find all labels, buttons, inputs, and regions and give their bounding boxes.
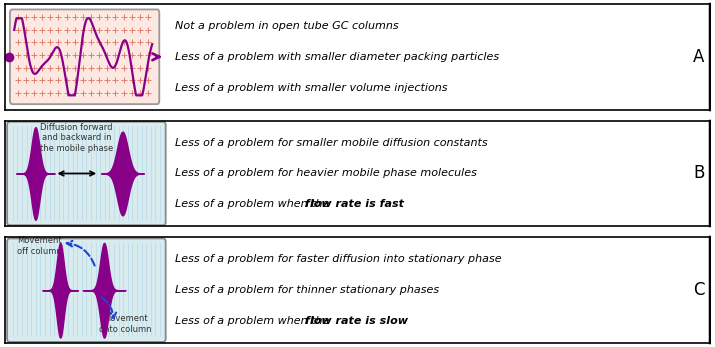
Text: flow rate is slow: flow rate is slow: [305, 316, 408, 326]
Text: Movement
onto column: Movement onto column: [99, 314, 152, 334]
Text: Less of a problem for faster diffusion into stationary phase: Less of a problem for faster diffusion i…: [175, 254, 501, 264]
Text: Not a problem in open tube GC columns: Not a problem in open tube GC columns: [175, 21, 398, 31]
Text: B: B: [693, 164, 704, 183]
Text: Less of a problem for heavier mobile phase molecules: Less of a problem for heavier mobile pha…: [175, 169, 477, 178]
Text: flow rate is fast: flow rate is fast: [305, 199, 404, 209]
Text: Less of a problem with smaller volume injections: Less of a problem with smaller volume in…: [175, 83, 448, 93]
Text: Less of a problem when the: Less of a problem when the: [175, 199, 332, 209]
Text: C: C: [693, 281, 704, 299]
FancyBboxPatch shape: [7, 238, 166, 342]
Text: Less of a problem for smaller mobile diffusion constants: Less of a problem for smaller mobile dif…: [175, 138, 488, 148]
Text: Movement
off column: Movement off column: [16, 236, 61, 256]
Text: Less of a problem with smaller diameter packing particles: Less of a problem with smaller diameter …: [175, 52, 499, 62]
Text: A: A: [693, 48, 704, 66]
FancyBboxPatch shape: [7, 122, 166, 225]
Text: Less of a problem for thinner stationary phases: Less of a problem for thinner stationary…: [175, 285, 439, 295]
Text: Less of a problem when the: Less of a problem when the: [175, 316, 332, 326]
FancyBboxPatch shape: [10, 9, 159, 104]
Text: Diffusion forward
and backward in
the mobile phase: Diffusion forward and backward in the mo…: [40, 123, 113, 153]
